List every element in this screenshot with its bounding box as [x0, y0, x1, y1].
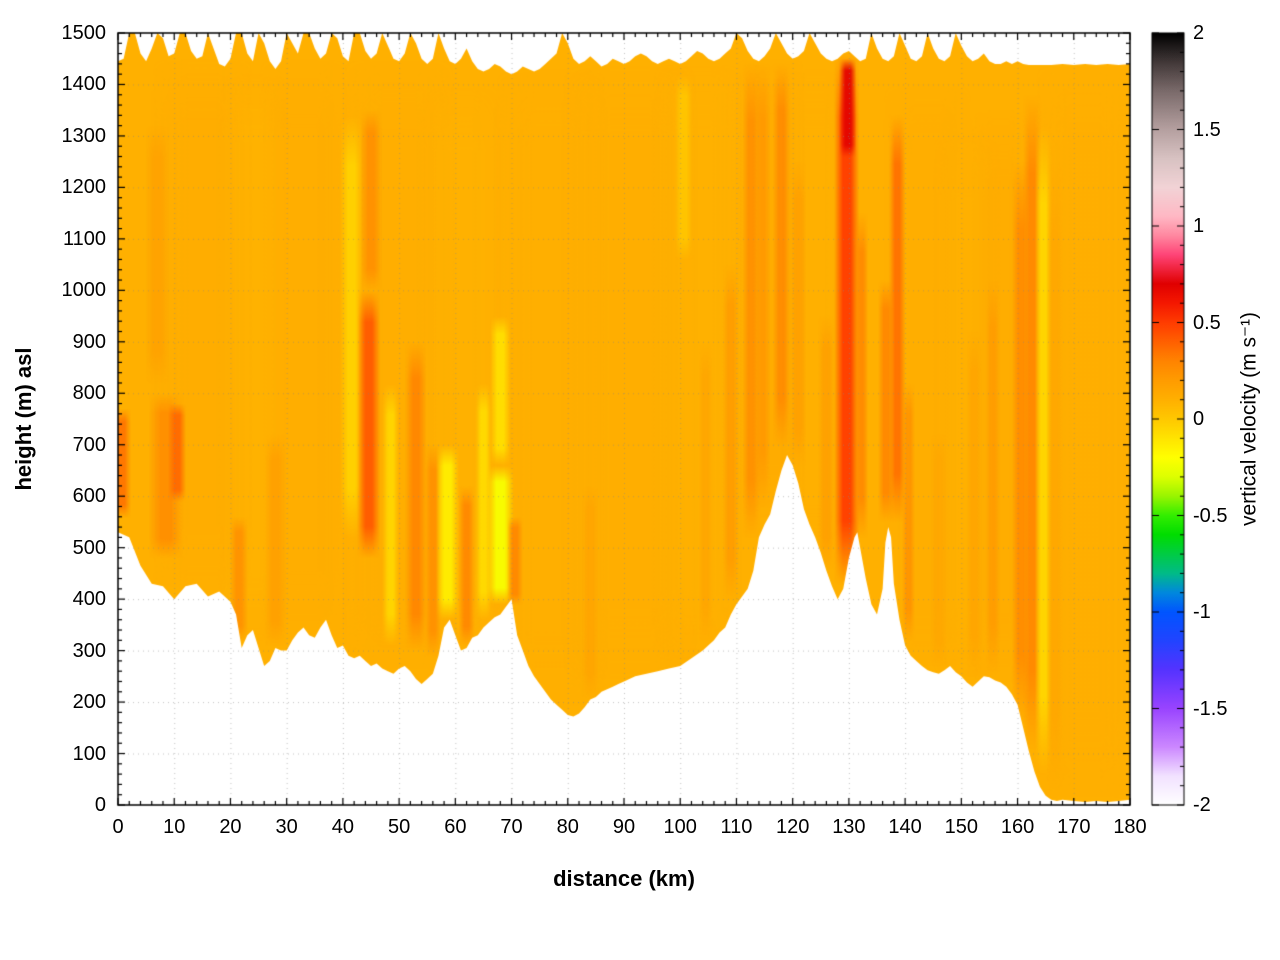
- y-tick-label: 100: [72, 742, 106, 765]
- colorbar-tick-label: 1: [1193, 215, 1205, 237]
- x-tick-label: 40: [331, 816, 354, 838]
- x-tick-label: 170: [1057, 816, 1091, 838]
- colorbar-tick-label: -1.5: [1193, 697, 1228, 720]
- x-axis-label: distance (km): [553, 866, 695, 891]
- colorbar-tick-label: 0: [1193, 408, 1205, 430]
- y-tick-label: 500: [72, 536, 106, 559]
- x-tick-label: 50: [387, 816, 411, 838]
- colorbar-tick-label: -0.5: [1193, 504, 1228, 527]
- colorbar-tick-label: 2: [1193, 22, 1205, 44]
- x-tick-label: 0: [112, 816, 124, 838]
- y-tick-label: 1300: [61, 124, 107, 147]
- y-axis-label: height (m) asl: [11, 347, 36, 491]
- x-tick-label: 110: [720, 816, 753, 838]
- colorbar-tick-label: 1.5: [1193, 118, 1221, 141]
- y-tick-label: 1400: [61, 73, 107, 96]
- y-tick-label: 1500: [61, 22, 107, 44]
- y-tick-label: 600: [72, 485, 106, 508]
- y-tick-label: 900: [72, 330, 106, 353]
- y-tick-label: 200: [72, 691, 106, 714]
- x-tick-label: 180: [1113, 816, 1147, 838]
- x-tick-label: 60: [444, 816, 467, 838]
- x-tick-label: 90: [612, 816, 636, 838]
- x-tick-label: 160: [1000, 816, 1035, 838]
- y-tick-label: 300: [72, 639, 106, 662]
- x-tick-label: 20: [219, 816, 242, 838]
- y-tick-label: 1100: [62, 227, 106, 250]
- colorbar-tick-label: 0.5: [1193, 311, 1221, 334]
- x-tick-label: 30: [275, 816, 298, 838]
- y-tick-label: 700: [72, 433, 106, 456]
- x-tick-label: 80: [556, 816, 579, 838]
- y-tick-label: 400: [72, 588, 106, 611]
- x-tick-label: 100: [663, 816, 697, 838]
- x-tick-label: 70: [500, 816, 523, 838]
- x-tick-label: 130: [832, 816, 866, 838]
- colorbar-tick-label: -1: [1193, 601, 1211, 623]
- x-tick-label: 140: [888, 816, 922, 838]
- y-tick-label: 1000: [61, 279, 107, 302]
- colorbar-tick-label: -2: [1193, 794, 1211, 816]
- x-tick-label: 150: [944, 816, 979, 838]
- y-tick-label: 1200: [61, 176, 107, 199]
- y-tick-label: 800: [72, 382, 106, 405]
- colorbar-label: vertical velocity (m s⁻¹): [1237, 311, 1261, 527]
- y-tick-label: 0: [94, 794, 106, 816]
- x-tick-label: 10: [163, 816, 186, 838]
- x-tick-label: 120: [775, 816, 810, 838]
